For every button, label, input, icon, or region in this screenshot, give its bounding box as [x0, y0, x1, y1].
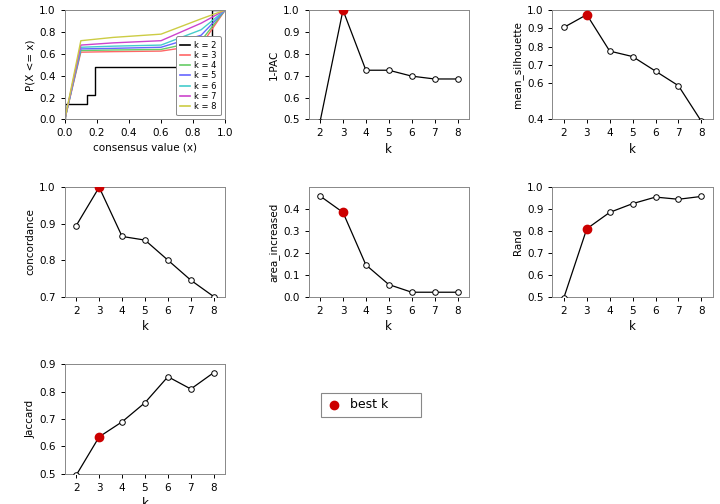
- Y-axis label: 1-PAC: 1-PAC: [269, 49, 279, 80]
- Y-axis label: Jaccard: Jaccard: [25, 400, 35, 438]
- X-axis label: k: k: [629, 320, 636, 333]
- X-axis label: consensus value (x): consensus value (x): [93, 143, 197, 153]
- Y-axis label: area_increased: area_increased: [268, 202, 279, 282]
- X-axis label: k: k: [142, 320, 148, 333]
- X-axis label: k: k: [142, 497, 148, 504]
- Y-axis label: mean_silhouette: mean_silhouette: [512, 21, 523, 108]
- Y-axis label: P(X <= x): P(X <= x): [25, 39, 35, 91]
- X-axis label: k: k: [385, 320, 392, 333]
- Text: best k: best k: [351, 398, 389, 411]
- FancyBboxPatch shape: [321, 393, 421, 417]
- Y-axis label: Rand: Rand: [513, 229, 523, 255]
- Y-axis label: concordance: concordance: [25, 209, 35, 275]
- X-axis label: k: k: [385, 143, 392, 156]
- Legend: k = 2, k = 3, k = 4, k = 5, k = 6, k = 7, k = 8: k = 2, k = 3, k = 4, k = 5, k = 6, k = 7…: [176, 36, 221, 115]
- X-axis label: k: k: [629, 143, 636, 156]
